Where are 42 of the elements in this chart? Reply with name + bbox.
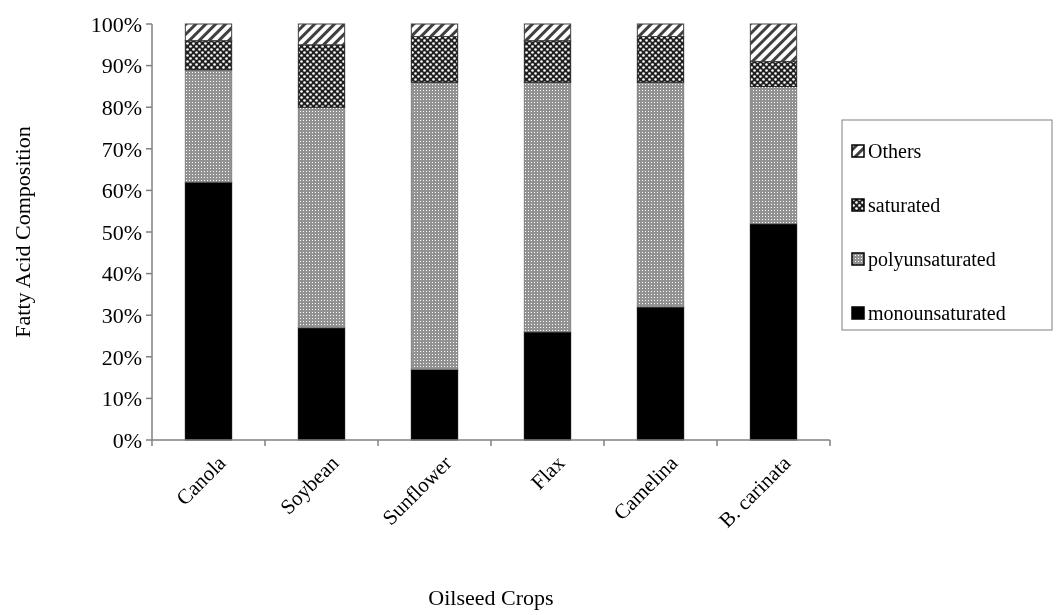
bar [410, 368, 459, 441]
bar [410, 81, 459, 370]
bar [184, 23, 233, 42]
bar [636, 35, 685, 83]
y-tick-label: 20% [101, 344, 142, 370]
bar [636, 81, 685, 308]
bar [523, 331, 572, 441]
y-tick-label: 70% [101, 136, 142, 162]
y-tick-label: 40% [101, 261, 142, 287]
bar [636, 23, 685, 37]
y-tick-label: 50% [101, 219, 142, 245]
y-tick-label: 80% [101, 94, 142, 120]
bar [749, 85, 798, 225]
x-axis-title: Oilseed Crops [428, 585, 554, 610]
bar [297, 23, 346, 46]
bar [749, 223, 798, 441]
bar [297, 106, 346, 329]
legend-label: saturated [868, 194, 941, 216]
y-tick-label: 30% [101, 302, 142, 328]
bar [184, 40, 233, 71]
bar [749, 23, 798, 62]
y-tick-label: 10% [101, 386, 142, 412]
bar [636, 306, 685, 441]
y-tick-label: 60% [101, 178, 142, 204]
legend-label: Others [868, 140, 922, 162]
bar [523, 81, 572, 333]
legend-label: monounsaturated [868, 302, 1006, 324]
bar [523, 40, 572, 83]
legend-label: polyunsaturated [868, 248, 996, 271]
bar [410, 23, 459, 37]
bar [410, 35, 459, 83]
y-axis-title: Fatty Acid Composition [10, 126, 35, 338]
y-tick-label: 90% [101, 53, 142, 79]
bar [184, 69, 233, 183]
bar [184, 181, 233, 441]
bar [297, 327, 346, 441]
bar [523, 23, 572, 42]
bar [749, 60, 798, 87]
bar [297, 44, 346, 108]
y-tick-label: 100% [90, 11, 142, 37]
x-tick-label: Flax [526, 450, 570, 495]
y-tick-label: 0% [112, 427, 142, 453]
